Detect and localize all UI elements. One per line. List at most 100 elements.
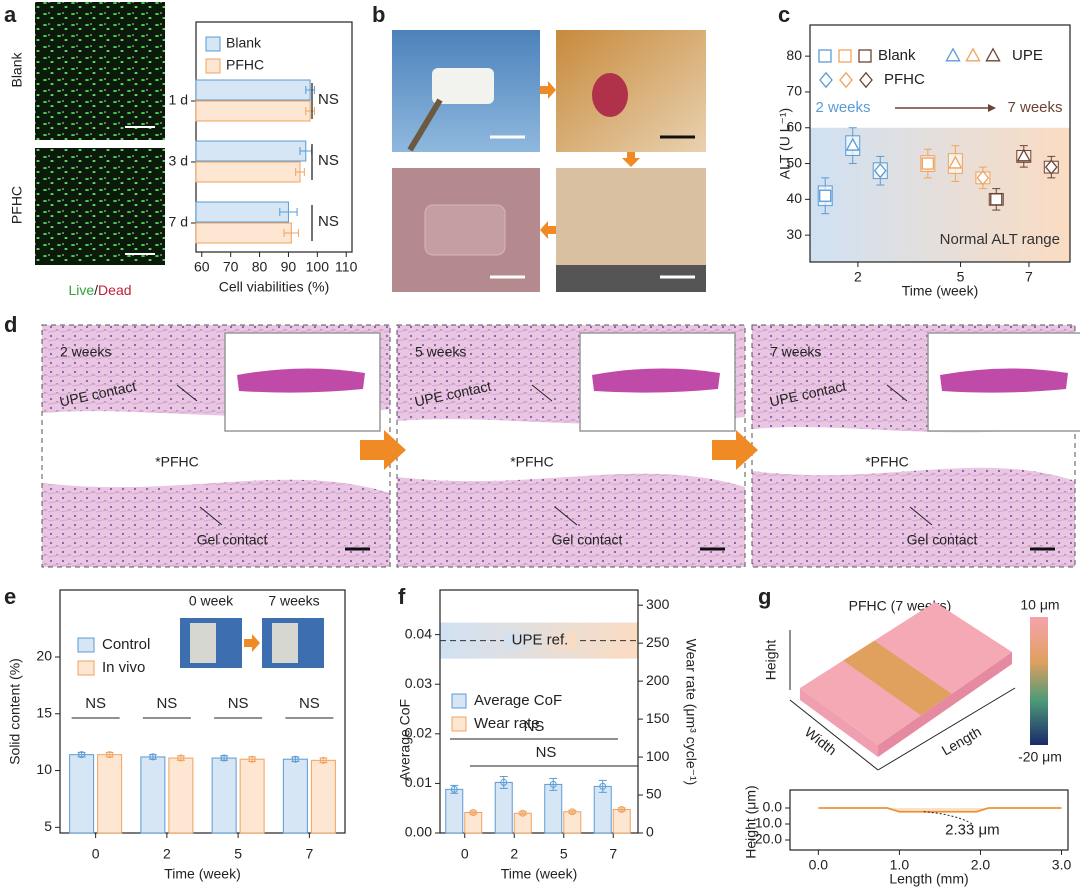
bar-point-marker xyxy=(319,756,327,764)
x-tick-label: 2 xyxy=(163,846,171,862)
y-tick-label: 0.03 xyxy=(405,675,432,691)
y-tick-label: 50 xyxy=(786,154,802,170)
y-tick-label: 100 xyxy=(646,748,670,764)
marker xyxy=(990,193,1003,206)
y-tick-label: 15 xyxy=(36,704,52,720)
flow-arrow xyxy=(622,152,640,167)
pfhc-gap xyxy=(397,417,745,487)
marker xyxy=(945,47,961,62)
significance-label: NS xyxy=(299,695,320,712)
stain-separator: / xyxy=(94,282,98,298)
y-tick-label: 0 xyxy=(646,824,654,840)
x-axis-title: Time (week) xyxy=(501,866,578,882)
inset-sample xyxy=(272,623,298,663)
reference-label: UPE ref. xyxy=(512,632,569,649)
y-axis-title: Height (μm) xyxy=(743,785,759,858)
bar-point-marker xyxy=(568,808,576,816)
y-tick-label: 50 xyxy=(646,786,662,802)
annotation: 2.33 μm xyxy=(945,821,1000,838)
tweezers xyxy=(407,98,443,152)
significance-label: NS xyxy=(228,695,249,712)
stain-live: Live xyxy=(68,282,94,298)
bar xyxy=(310,759,336,834)
flow-arrow xyxy=(540,81,556,99)
plot-frame xyxy=(195,21,353,253)
inset-tissue xyxy=(592,368,720,393)
row-label: PFHC xyxy=(9,186,25,224)
bar-point-marker xyxy=(450,785,458,793)
contact-label: Gel contact xyxy=(552,532,623,548)
x-tick-label: 70 xyxy=(223,259,239,275)
photo xyxy=(556,30,706,152)
live-dead-image xyxy=(35,2,165,140)
live-dead-image xyxy=(35,148,165,265)
bar xyxy=(195,222,292,244)
marker xyxy=(859,71,873,89)
plot-frame xyxy=(789,789,1069,851)
y-axis-title: Solid content (%) xyxy=(7,658,23,765)
pointer-arrow xyxy=(176,384,198,402)
implant xyxy=(424,204,506,256)
bar-point-marker xyxy=(469,808,477,816)
bar-point-marker xyxy=(618,805,626,813)
marker xyxy=(948,155,963,169)
colorbar xyxy=(1030,617,1048,745)
colorbar-label: 10 μm xyxy=(1020,597,1059,613)
x-tick-label: 0 xyxy=(461,846,469,862)
y-tick-label: 30 xyxy=(786,226,802,242)
panel-label: f xyxy=(398,584,406,609)
y-tick-label: 7 d xyxy=(169,214,188,230)
reference-label-bg xyxy=(504,631,576,650)
y-tick-label: 150 xyxy=(646,710,670,726)
significance-label: NS xyxy=(318,213,339,230)
marker xyxy=(819,71,833,89)
x-tick-label: 2 xyxy=(510,846,518,862)
y-tick-label: 40 xyxy=(786,190,802,206)
x-tick-label: 5 xyxy=(957,269,965,285)
legend-label: In vivo xyxy=(102,659,145,676)
y-tick-label: 0.00 xyxy=(405,824,432,840)
bar xyxy=(612,808,631,834)
y-tick-label: 0.0 xyxy=(763,799,783,815)
marker xyxy=(839,71,853,89)
plot-frame xyxy=(59,589,346,834)
legend-label: Blank xyxy=(226,35,262,51)
bar xyxy=(195,201,289,223)
annotation: 7 weeks xyxy=(1007,99,1062,116)
marker xyxy=(976,170,990,186)
x-tick-label: 60 xyxy=(194,259,210,275)
annotation-arrowhead xyxy=(988,104,996,112)
bar-point-marker xyxy=(500,778,508,786)
significance-label: NS xyxy=(156,695,177,712)
annotation: 2 weeks xyxy=(815,99,870,116)
material-label: *PFHC xyxy=(510,454,554,470)
y-tick-label: 0.02 xyxy=(405,725,432,741)
stain-legend: Live/Dead xyxy=(68,282,131,298)
pointer-arrow xyxy=(531,384,553,402)
flow-arrow xyxy=(360,430,406,470)
contact-label: Gel contact xyxy=(197,532,268,548)
significance-label: NS xyxy=(85,695,106,712)
bar-point-marker xyxy=(549,780,557,788)
pointer-arrow xyxy=(554,506,578,526)
bar-point-marker xyxy=(291,755,299,763)
y-tick-label: 3 d xyxy=(169,153,188,169)
bar-point-marker xyxy=(220,754,228,762)
x-tick-label: 7 xyxy=(305,846,313,862)
x-tick-label: 0.0 xyxy=(809,857,829,873)
marker xyxy=(838,49,852,63)
dip-area xyxy=(818,808,1062,812)
bar-point-marker xyxy=(177,754,185,762)
inset-sample xyxy=(190,623,216,663)
significance-label: NS xyxy=(536,744,557,761)
y-tick-label: 250 xyxy=(646,634,670,650)
x-tick-label: 7 xyxy=(1025,269,1033,285)
x-tick-label: 90 xyxy=(281,259,297,275)
x-axis-title: Length (mm) xyxy=(889,871,968,887)
inset-tissue xyxy=(237,368,365,393)
time-label: 7 weeks xyxy=(770,344,821,360)
legend-label: Blank xyxy=(878,47,916,64)
pointer-arrow xyxy=(199,506,223,526)
panel-label: b xyxy=(372,2,385,27)
marker xyxy=(921,157,934,170)
